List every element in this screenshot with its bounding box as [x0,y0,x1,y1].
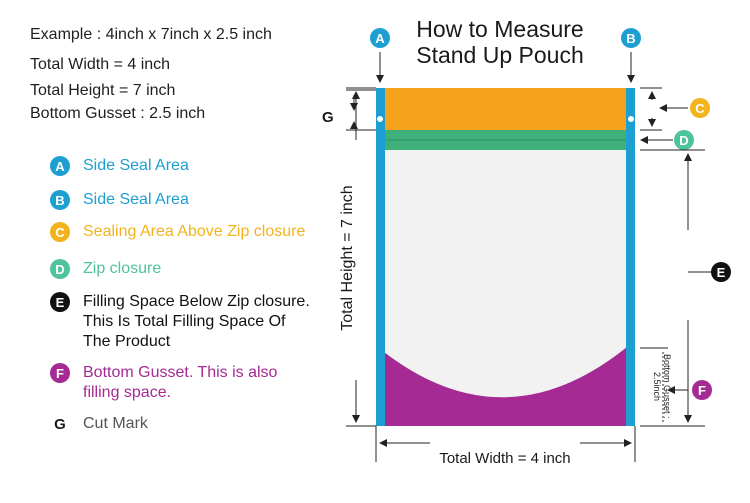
legend-text-b: Side Seal Area [83,191,189,208]
badge-d-icon: D [50,259,70,279]
diagram-title-line2: Stand Up Pouch [416,42,584,68]
badge-c-icon: C [50,222,70,242]
label-a-text: A [375,31,385,46]
legend-text-a: Side Seal Area [83,157,189,174]
legend-text-g: Cut Mark [83,415,148,432]
legend-text-d: Zip closure [83,260,162,277]
height-label: Total Height = 7 inch [339,185,356,330]
legend-item-b: B Side Seal Area [50,190,189,210]
legend-item-g: G Cut Mark [50,414,148,434]
badge-g-icon: G [54,415,66,433]
legend-item-c: C Sealing Area Above Zip closure [50,222,305,242]
label-g-text: G [322,109,334,126]
side-seal-right [626,88,635,426]
spec-total-height: Total Height = 7 inch [30,82,176,99]
legend-text-c: Sealing Area Above Zip closure [83,223,306,240]
label-d-text: D [679,133,688,148]
badge-e-icon: E [50,292,70,312]
gusset-label-line2: 2.5inch [652,372,662,401]
label-b-icon [621,28,641,48]
label-f-icon [692,380,712,400]
width-label: Total Width = 4 inch [439,450,570,467]
legend-text-e: Filling Space Below Zip closure. This Is… [83,293,310,350]
legend-item-d: D Zip closure [50,259,161,279]
badge-a-icon: A [50,156,70,176]
badge-f-icon: F [50,363,70,383]
cut-mark-left [377,116,383,122]
label-e-text: E [717,265,726,280]
bottom-gusset [384,347,627,426]
label-f-text: F [698,383,706,398]
gusset-label-line1: Bottom Gusset : [662,354,672,419]
label-e-icon [711,262,731,282]
diagram-title-line1: How to Measure [416,16,584,42]
label-b-text: B [626,31,635,46]
spec-total-width: Total Width = 4 inch [30,56,171,73]
top-seal-area [384,88,627,130]
legend-text-f: Bottom Gusset. This is also filling spac… [83,364,278,401]
cut-mark-right [628,116,634,122]
spec-example: Example : 4inch x 7inch x 2.5 inch [30,26,272,43]
label-c-icon [690,98,710,118]
legend-item-f: F Bottom Gusset. This is also filling sp… [50,363,277,403]
label-a-icon [370,28,390,48]
spec-bottom-gusset: Bottom Gusset : 2.5 inch [30,105,206,122]
side-seal-left [376,88,385,426]
legend-item-e: E Filling Space Below Zip closure. This … [50,292,310,352]
legend-item-a: A Side Seal Area [50,156,189,176]
diagram-title: How to Measure Stand Up Pouch [395,16,605,68]
label-c-text: C [695,101,705,116]
badge-b-icon: B [50,190,70,210]
label-d-icon [674,130,694,150]
